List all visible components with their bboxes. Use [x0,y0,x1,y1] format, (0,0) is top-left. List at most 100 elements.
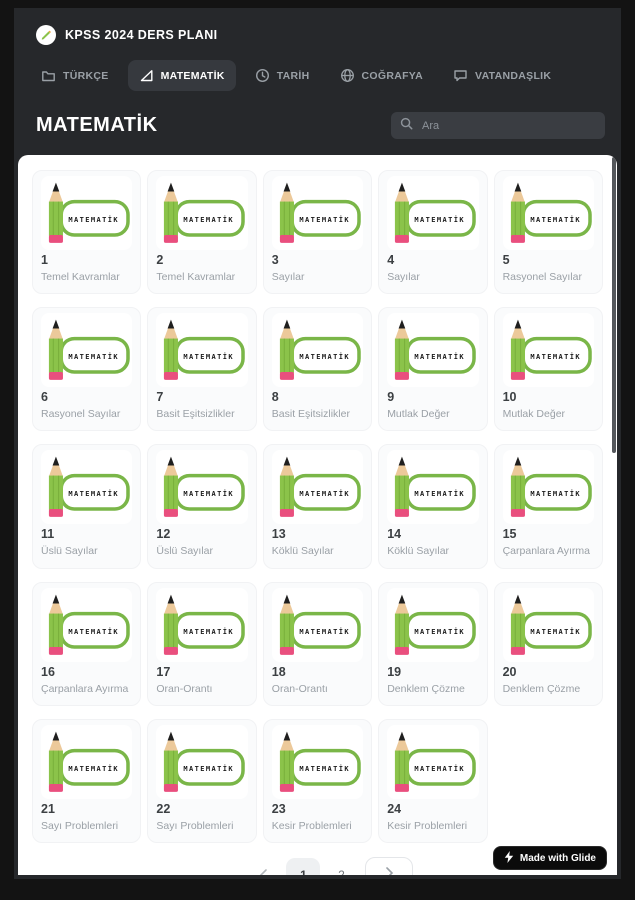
lesson-card[interactable]: MATEMATİK 11 Üslü Sayılar [32,444,142,569]
svg-text:MATEMATİK: MATEMATİK [299,763,350,772]
search-box[interactable] [391,112,605,139]
card-number: 20 [502,664,517,679]
lesson-card[interactable]: MATEMATİK 14 Köklü Sayılar [378,444,488,569]
lesson-card[interactable]: MATEMATİK 19 Denklem Çözme [378,581,488,706]
svg-text:MATEMATİK: MATEMATİK [184,215,235,224]
card-subtitle: Köklü Sayılar [387,545,450,558]
card-number: 16 [41,664,55,679]
card-subtitle: Üslü Sayılar [156,545,213,558]
lesson-card[interactable]: MATEMATİK 17 Oran-Orantı [147,581,257,706]
tab-tarih[interactable]: TARİH [244,60,321,91]
svg-text:MATEMATİK: MATEMATİK [530,215,581,224]
pencil-banner-icon: MATEMATİK [156,450,248,525]
triangle-ruler-icon [139,68,154,83]
lesson-card[interactable]: MATEMATİK 1 Temel Kavramlar [32,170,142,295]
card-subtitle: Çarpanlara Ayırma [502,545,590,558]
lesson-card[interactable]: MATEMATİK 7 Basit Eşitsizlikler [147,307,257,432]
svg-text:MATEMATİK: MATEMATİK [415,489,466,498]
lesson-card[interactable]: MATEMATİK 22 Sayı Problemleri [147,718,257,843]
card-number: 11 [41,527,55,542]
lesson-card[interactable]: MATEMATİK 21 Sayı Problemleri [32,718,142,843]
made-with-glide-badge[interactable]: Made with Glide [493,847,606,869]
tab-turkce[interactable]: TÜRKÇE [30,60,120,91]
svg-text:MATEMATİK: MATEMATİK [530,352,581,361]
pencil-banner-icon: MATEMATİK [387,724,479,799]
card-subtitle: Köklü Sayılar [271,545,334,558]
app-title: KPSS 2024 DERS PLANI [65,28,218,42]
lesson-card[interactable]: MATEMATİK 4 Sayılar [378,170,488,295]
pagination-page-2[interactable]: 2 [338,868,345,875]
card-number: 18 [271,664,286,679]
search-icon [400,117,413,135]
pencil-banner-icon: MATEMATİK [41,450,133,525]
card-number: 15 [502,527,517,542]
card-number: 13 [271,527,286,542]
lesson-card[interactable]: MATEMATİK 18 Oran-Orantı [262,581,373,706]
card-subtitle: Oran-Orantı [156,682,213,695]
pagination-page-1[interactable]: 1 [286,858,321,875]
svg-text:MATEMATİK: MATEMATİK [184,626,235,635]
lesson-card[interactable]: MATEMATİK 9 Mutlak Değer [378,307,488,432]
svg-text:MATEMATİK: MATEMATİK [68,352,119,361]
card-subtitle: Sayı Problemleri [156,819,234,832]
svg-text:MATEMATİK: MATEMATİK [184,352,235,361]
card-subtitle: Oran-Orantı [271,682,328,695]
content-panel: MATEMATİK 1 Temel Kavramlar MATEMATİK [18,155,617,875]
lesson-card[interactable]: MATEMATİK 3 Sayılar [262,170,373,295]
pagination-next-button[interactable] [365,857,414,875]
lesson-card[interactable]: MATEMATİK 23 Kesir Problemleri [262,718,373,843]
card-number: 3 [271,253,279,267]
folder-icon [41,68,56,83]
tab-label: MATEMATİK [160,69,225,82]
lesson-card[interactable]: MATEMATİK 8 Basit Eşitsizlikler [262,307,373,432]
lesson-card[interactable]: MATEMATİK 10 Mutlak Değer [493,307,603,432]
page-title: MATEMATİK [36,114,158,136]
card-subtitle: Basit Eşitsizlikler [156,408,235,421]
tab-cografya[interactable]: COĞRAFYA [329,60,435,91]
card-number: 8 [271,390,279,405]
chat-bubble-icon [453,68,468,83]
svg-text:MATEMATİK: MATEMATİK [68,763,119,772]
card-subtitle: Sayı Problemleri [41,819,119,832]
pencil-banner-icon: MATEMATİK [387,450,479,525]
card-number: 9 [387,390,395,405]
card-number: 4 [387,253,395,267]
card-subtitle: Kesir Problemleri [387,819,468,832]
pencil-banner-icon: MATEMATİK [387,587,479,662]
lesson-card[interactable]: MATEMATİK 5 Rasyonel Sayılar [493,170,603,295]
card-number: 23 [271,801,286,816]
tab-vatandaslik[interactable]: VATANDAŞLIK [442,60,562,91]
lesson-card[interactable]: MATEMATİK 2 Temel Kavramlar [147,170,257,295]
card-subtitle: Denklem Çözme [387,682,465,695]
card-number: 1 [41,253,48,267]
card-number: 10 [502,390,517,405]
tab-matematik[interactable]: MATEMATİK [127,60,236,91]
lesson-card[interactable]: MATEMATİK 13 Köklü Sayılar [262,444,373,569]
card-number: 7 [156,390,164,405]
lesson-card[interactable]: MATEMATİK 15 Çarpanlara Ayırma [493,444,603,569]
pencil-banner-icon: MATEMATİK [271,587,364,662]
pencil-banner-icon: MATEMATİK [41,587,133,662]
svg-text:MATEMATİK: MATEMATİK [68,626,119,635]
scrollbar-thumb[interactable] [612,157,616,453]
lesson-card[interactable]: MATEMATİK 24 Kesir Problemleri [378,718,488,843]
search-input[interactable] [420,118,596,133]
app-window: KPSS 2024 DERS PLANI TÜRKÇE MATEMATİK TARİ… [14,8,621,879]
lesson-card[interactable]: MATEMATİK 12 Üslü Sayılar [147,444,257,569]
pencil-banner-icon: MATEMATİK [387,313,479,388]
card-subtitle: Rasyonel Sayılar [41,408,121,421]
tab-label: TARİH [276,69,310,82]
lesson-card[interactable]: MATEMATİK 6 Rasyonel Sayılar [32,307,142,432]
card-number: 6 [41,390,48,405]
lesson-card[interactable]: MATEMATİK 16 Çarpanlara Ayırma [32,581,142,706]
chevron-left-icon[interactable] [257,868,271,875]
card-subtitle: Mutlak Değer [387,408,450,421]
card-subtitle: Temel Kavramlar [41,271,120,283]
svg-text:MATEMATİK: MATEMATİK [299,352,350,361]
app-header: KPSS 2024 DERS PLANI [36,25,218,45]
card-number: 22 [156,801,171,816]
card-number: 21 [41,801,55,816]
pencil-banner-icon: MATEMATİK [502,176,594,250]
lesson-card[interactable]: MATEMATİK 20 Denklem Çözme [493,581,603,706]
